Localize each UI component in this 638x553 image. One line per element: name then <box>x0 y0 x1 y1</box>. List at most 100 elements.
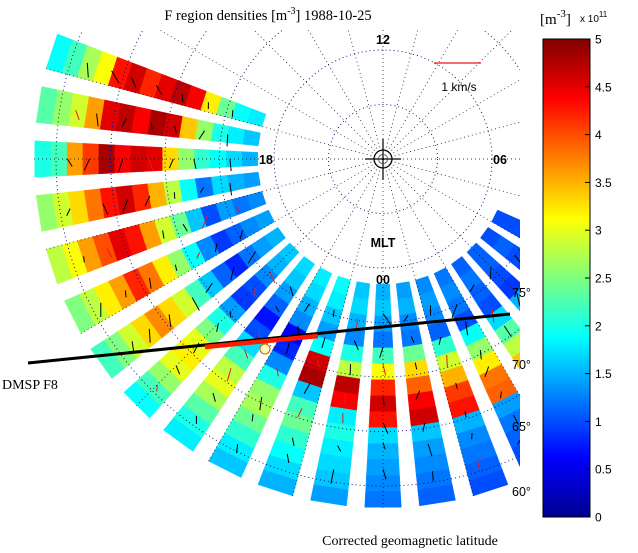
pole-crosshair-icon <box>365 139 401 180</box>
velocity-vector <box>382 469 387 480</box>
velocity-vector <box>533 309 537 315</box>
polar-grid <box>34 30 520 508</box>
mlt-label-06: 06 <box>493 153 507 167</box>
velocity-vector <box>175 365 181 375</box>
density-cell <box>395 281 413 300</box>
velocity-vector <box>317 360 320 367</box>
velocity-vector <box>102 203 109 215</box>
density-cell <box>353 281 371 300</box>
velocity-vector <box>66 208 71 217</box>
velocity-vector <box>523 230 525 238</box>
density-cell <box>194 119 214 142</box>
velocity-vector <box>198 130 206 140</box>
colorbar-tick-label: 2 <box>595 319 602 333</box>
density-cell <box>210 175 230 196</box>
velocity-vector <box>251 414 254 422</box>
velocity-vector <box>226 368 232 382</box>
velocity-vector <box>533 370 537 375</box>
latitude-circle <box>164 30 520 378</box>
velocity-vector <box>415 390 421 401</box>
velocity-vector-layer <box>66 62 608 484</box>
velocity-vector <box>605 381 608 389</box>
velocity-vector <box>124 290 127 298</box>
velocity-vector <box>285 342 290 354</box>
velocity-vector <box>212 392 216 402</box>
velocity-vector <box>111 70 120 84</box>
velocity-vector <box>382 396 385 406</box>
velocity-vector <box>446 354 448 368</box>
density-cell <box>225 150 243 168</box>
velocity-vector <box>355 318 359 330</box>
velocity-vector <box>83 256 85 263</box>
velocity-vector <box>353 340 359 351</box>
velocity-vector <box>181 93 184 103</box>
colorbar-tick-label: 3.5 <box>595 176 612 190</box>
velocity-vector <box>427 443 433 457</box>
density-cell <box>35 86 58 125</box>
velocity-vector <box>244 349 249 359</box>
velocity-vector <box>382 422 389 435</box>
colorbar-tick-label: 4.5 <box>595 80 612 94</box>
density-cell <box>350 296 369 316</box>
velocity-vector <box>144 195 151 207</box>
latitude-circle <box>328 104 438 214</box>
velocity-vector <box>149 277 152 289</box>
density-cell <box>310 484 349 507</box>
colorbar-multiplier: x 1011 <box>580 10 608 25</box>
mlt-label-18: 18 <box>259 153 273 167</box>
velocity-vector <box>513 414 520 425</box>
velocity-vector <box>131 341 135 352</box>
density-cell <box>498 408 520 435</box>
velocity-vector <box>484 366 490 378</box>
velocity-vector <box>523 352 527 357</box>
density-cell <box>241 151 258 167</box>
velocity-vector <box>276 367 279 377</box>
velocity-vector <box>514 254 520 263</box>
density-cell <box>210 122 230 143</box>
velocity-vector <box>516 292 520 307</box>
velocity-vector <box>229 183 232 196</box>
velocity-vector <box>438 336 442 345</box>
velocity-vector <box>382 313 392 325</box>
velocity-vector <box>269 271 276 284</box>
mlt-label-00: 00 <box>376 273 390 287</box>
velocity-vector <box>379 346 384 358</box>
colorbar-unit-close: ] <box>566 12 571 28</box>
density-cell <box>517 264 520 271</box>
velocity-vector <box>174 125 177 134</box>
velocity-vector <box>66 158 73 167</box>
colorbar-tick-label: 1.5 <box>595 367 612 381</box>
density-cell <box>498 274 520 300</box>
velocity-vector <box>121 118 127 128</box>
velocity-vector <box>286 453 290 463</box>
velocity-vector <box>229 158 232 172</box>
density-cell <box>629 332 638 369</box>
velocity-vector <box>297 326 300 333</box>
chart-title-exponent: -3 <box>287 6 295 17</box>
latitude-label-60: 60° <box>512 485 531 499</box>
density-cell <box>45 244 73 285</box>
velocity-scale-label: 1 km/s <box>441 80 476 94</box>
velocity-vector <box>191 297 200 311</box>
velocity-vector <box>96 113 99 127</box>
velocity-vector <box>499 391 502 399</box>
velocity-vector <box>382 363 387 376</box>
colorbar-ticks: 0 0.5 1 1.5 2 2.5 3 3.5 4 4.5 5 <box>585 33 612 525</box>
density-cell <box>208 446 248 478</box>
velocity-vector <box>432 471 434 482</box>
velocity-vector <box>469 284 475 292</box>
colorbar-tick-label: 2.5 <box>595 272 612 286</box>
velocity-vector <box>230 267 235 281</box>
velocity-vector <box>155 85 162 95</box>
latitude-circle <box>219 30 520 323</box>
density-cell <box>518 462 520 468</box>
velocity-vector <box>174 264 178 272</box>
density-cell <box>35 193 58 232</box>
chart-title: F region densities [m-3] 1988-10-25 <box>164 6 371 24</box>
density-cell <box>505 216 520 238</box>
colorbar-tick-label: 0 <box>595 511 602 525</box>
velocity-vector <box>150 122 153 129</box>
density-cell <box>505 426 520 449</box>
latitude-label-75: 75° <box>512 286 531 300</box>
